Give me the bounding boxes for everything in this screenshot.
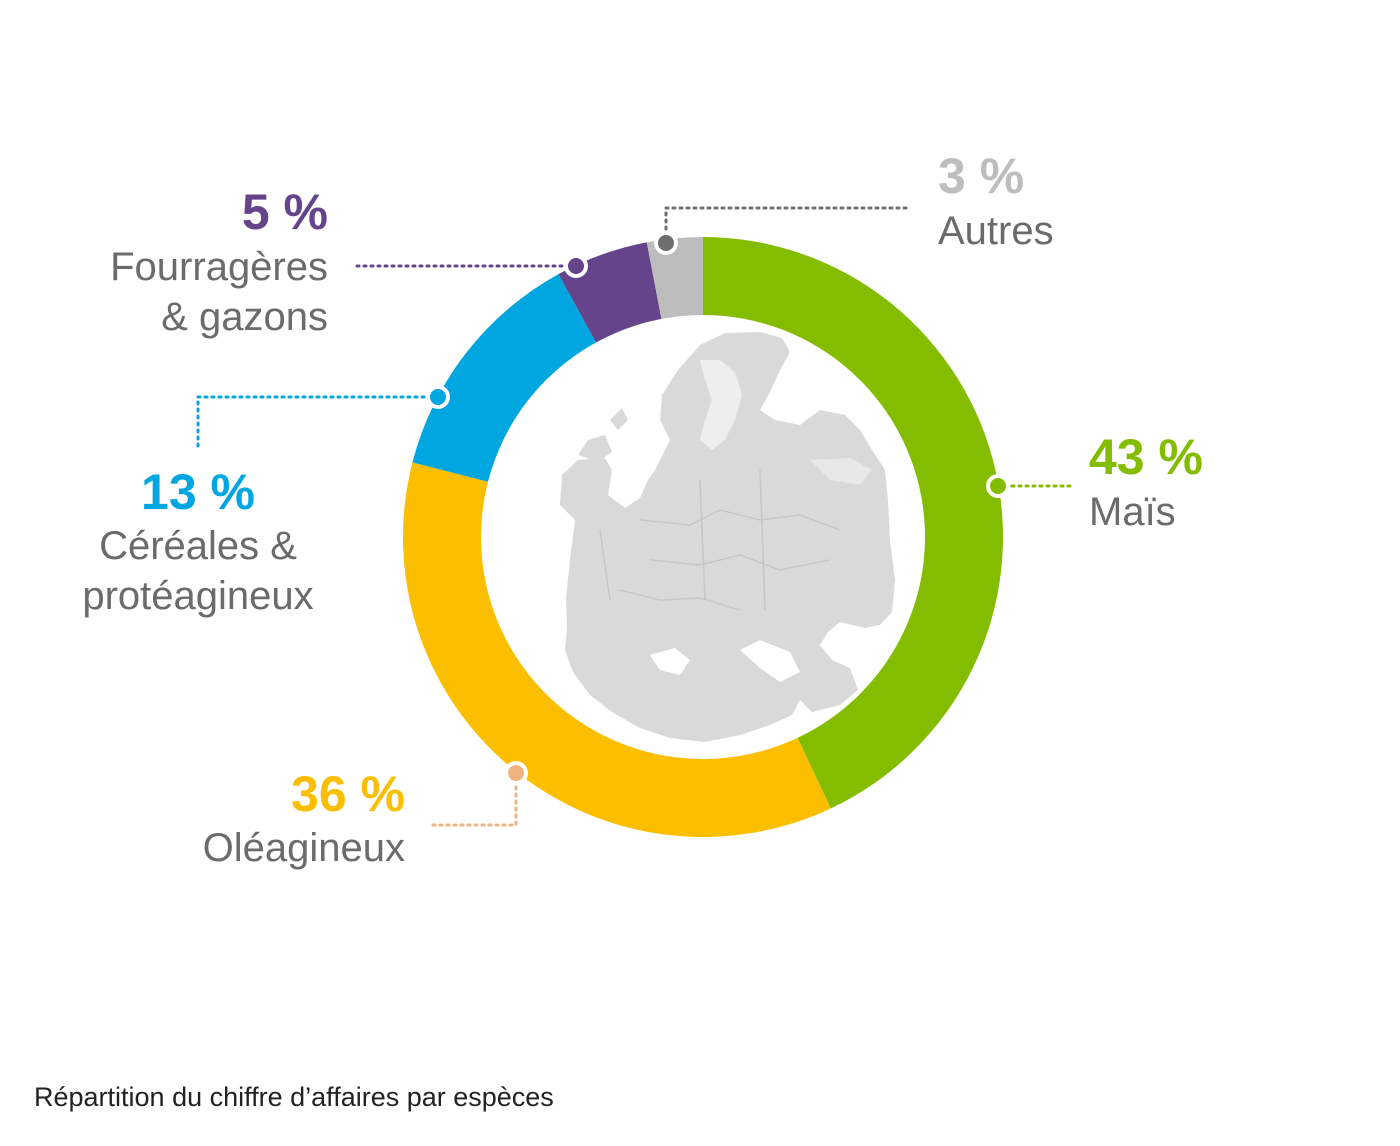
category-label-mais: Maïs xyxy=(1089,490,1176,534)
dot-oleagineux xyxy=(504,761,528,785)
category-label-oleagineux: Oléagineux xyxy=(203,826,405,870)
donut-slice-1 xyxy=(402,462,831,838)
chart-caption: Répartition du chiffre d’affaires par es… xyxy=(34,1082,554,1112)
leader-line-autres xyxy=(664,206,910,245)
donut-slice-4 xyxy=(646,237,703,319)
dot-autres xyxy=(654,231,678,255)
dot-mais xyxy=(986,474,1010,498)
donut-ring xyxy=(402,237,1003,838)
percent-label-cereales: 13 % xyxy=(141,464,255,520)
category-label-cereales-line1: Céréales & xyxy=(99,524,297,568)
leader-line-oleagineux xyxy=(430,771,518,827)
donut-slice-0 xyxy=(703,237,1003,809)
category-label-cereales-line2: protéagineux xyxy=(82,574,313,618)
leader-lines xyxy=(196,206,1072,827)
europe-map-icon xyxy=(487,321,919,753)
percent-label-mais: 43 % xyxy=(1089,429,1203,485)
percent-label-fourrageres: 5 % xyxy=(242,184,328,240)
category-label-autres: Autres xyxy=(938,209,1054,253)
leader-dots xyxy=(426,231,1010,785)
dot-cereales xyxy=(426,385,450,409)
percent-label-autres: 3 % xyxy=(938,148,1024,204)
donut-slice-2 xyxy=(412,274,597,482)
category-label-fourrageres-line1: Fourragères xyxy=(110,245,328,289)
category-label-fourrageres-line2: & gazons xyxy=(161,295,328,339)
dot-fourrageres xyxy=(564,254,588,278)
leader-line-cereales xyxy=(196,395,440,451)
percent-label-oleagineux: 36 % xyxy=(291,766,405,822)
